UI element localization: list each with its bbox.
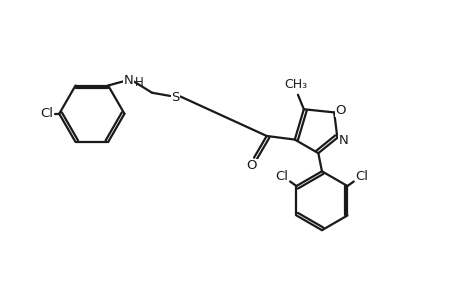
Text: N: N [338,134,348,146]
Text: Cl: Cl [275,169,288,182]
Text: Cl: Cl [40,107,53,120]
Text: H: H [134,76,143,89]
Text: O: O [246,159,257,172]
Text: O: O [335,103,345,117]
Text: Cl: Cl [355,169,368,182]
Text: S: S [171,91,179,104]
Text: N: N [123,74,133,87]
Text: CH₃: CH₃ [284,78,307,91]
